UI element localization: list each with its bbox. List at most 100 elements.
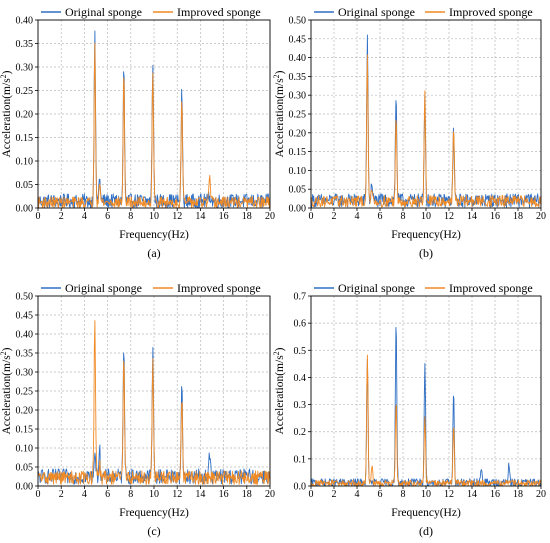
- x-tick-label: 2: [59, 489, 64, 500]
- y-tick-label: 0.4: [294, 373, 307, 384]
- x-tick-label: 10: [421, 489, 431, 500]
- y-tick-label: 0.40: [289, 53, 307, 64]
- x-tick-label: 0: [309, 211, 314, 222]
- plot-frame: [310, 295, 542, 487]
- y-tick-label: 0.35: [16, 349, 34, 360]
- x-tick-label: 14: [195, 489, 205, 500]
- y-tick-label: 0.10: [16, 157, 34, 168]
- y-tick-label: 0.5: [294, 346, 307, 357]
- legend-label-original: Original sponge: [338, 281, 415, 295]
- y-tick-label: 0.15: [289, 147, 307, 158]
- y-tick-label: 0.6: [294, 319, 307, 330]
- x-tick-label: 10: [149, 489, 159, 500]
- x-tick-label: 14: [467, 211, 477, 222]
- y-tick-label: 0.10: [289, 166, 307, 177]
- y-tick-label: 0.15: [16, 425, 34, 436]
- y-tick-label: 0.45: [289, 34, 307, 45]
- y-tick-label: 0.00: [289, 204, 307, 215]
- subfigure-label: (a): [147, 246, 160, 260]
- y-tick-label: 0.3: [294, 400, 307, 411]
- y-tick-label: 0.20: [289, 128, 307, 139]
- y-tick-label: 0.00: [16, 204, 34, 215]
- x-tick-label: 2: [59, 211, 64, 222]
- legend: Original sponge Improved sponge: [314, 5, 533, 19]
- y-tick-label: 0.40: [16, 330, 34, 341]
- series-line-improved: [310, 54, 542, 208]
- x-tick-label: 0: [36, 211, 41, 222]
- y-tick-label: 0.30: [16, 63, 34, 74]
- y-tick-label: 0.7: [294, 292, 307, 303]
- y-tick-label: 0.30: [16, 368, 34, 379]
- legend-label-original: Original sponge: [65, 5, 142, 19]
- x-tick-label: 4: [82, 489, 87, 500]
- x-tick-label: 10: [149, 211, 159, 222]
- legend-label-improved: Improved sponge: [449, 281, 533, 295]
- y-tick-label: 0.50: [289, 16, 307, 27]
- chart-panel-b: 0.00 0.05 0.10 0.15 0.20 0.25 0.30 0.35 0.40 0.45…: [272, 5, 546, 260]
- y-tick-label: 0.05: [16, 180, 34, 191]
- y-tick-label: 0.20: [16, 406, 34, 417]
- y-tick-label: 0.40: [16, 16, 34, 27]
- subfigure-label: (b): [419, 246, 433, 260]
- x-tick-label: 14: [467, 489, 477, 500]
- y-tick-label: 0.15: [16, 133, 34, 144]
- y-tick-label: 0.25: [16, 86, 34, 97]
- x-axis-label: Frequency(Hz): [391, 507, 461, 519]
- y-tick-label: 0.20: [16, 110, 34, 121]
- y-axis-label: Acceleration(m/s2): [272, 347, 286, 434]
- x-tick-label: 14: [195, 211, 205, 222]
- x-tick-label: 12: [444, 211, 454, 222]
- y-tick-label: 0.25: [16, 387, 34, 398]
- x-tick-label: 4: [355, 489, 360, 500]
- legend: Original sponge Improved sponge: [41, 5, 261, 19]
- x-tick-label: 12: [172, 211, 182, 222]
- legend-label-improved: Improved sponge: [177, 5, 261, 19]
- x-tick-label: 12: [172, 489, 182, 500]
- x-tick-label: 2: [332, 211, 337, 222]
- x-tick-label: 20: [265, 489, 275, 500]
- legend-label-improved: Improved sponge: [449, 5, 533, 19]
- plot-frame: [37, 19, 271, 209]
- legend: Original sponge Improved sponge: [41, 281, 261, 295]
- series-line-improved: [37, 42, 271, 208]
- y-axis-label: Acceleration(m/s2): [0, 347, 13, 434]
- y-tick-label: 0.35: [289, 72, 307, 83]
- y-tick-label: 0.05: [16, 463, 34, 474]
- x-tick-label: 6: [378, 489, 383, 500]
- x-tick-label: 10: [421, 211, 431, 222]
- x-tick-label: 4: [82, 211, 87, 222]
- x-tick-label: 16: [219, 489, 229, 500]
- x-tick-label: 6: [105, 489, 110, 500]
- plot-frame: [37, 295, 271, 487]
- legend-label-original: Original sponge: [65, 281, 142, 295]
- x-tick-label: 0: [309, 489, 314, 500]
- x-tick-label: 8: [128, 489, 133, 500]
- subfigure-label: (c): [147, 524, 160, 538]
- x-axis-label: Frequency(Hz): [119, 229, 189, 241]
- y-tick-label: 0.05: [289, 185, 307, 196]
- x-tick-label: 8: [128, 211, 133, 222]
- x-axis-label: Frequency(Hz): [391, 229, 461, 241]
- y-tick-label: 0.50: [16, 292, 34, 303]
- y-tick-label: 0.35: [16, 39, 34, 50]
- x-tick-label: 12: [444, 489, 454, 500]
- legend-label-improved: Improved sponge: [177, 281, 261, 295]
- y-axis-label: Acceleration(m/s2): [0, 70, 13, 157]
- x-tick-label: 4: [355, 211, 360, 222]
- chart-panel-c: 0.00 0.05 0.10 0.15 0.20 0.25 0.30 0.35 0.40 0.45…: [0, 281, 275, 538]
- y-tick-label: 0.2: [294, 427, 307, 438]
- x-tick-label: 16: [490, 211, 500, 222]
- legend: Original sponge Improved sponge: [314, 281, 533, 295]
- plot-frame: [310, 19, 542, 209]
- x-tick-label: 6: [378, 211, 383, 222]
- x-tick-label: 16: [490, 489, 500, 500]
- y-tick-label: 0.0: [294, 482, 307, 493]
- x-tick-label: 18: [242, 211, 252, 222]
- y-axis-label: Acceleration(m/s2): [272, 70, 286, 157]
- x-axis-label: Frequency(Hz): [119, 507, 189, 519]
- y-tick-label: 0.00: [16, 482, 34, 493]
- x-tick-label: 0: [36, 489, 41, 500]
- series-line-improved: [37, 320, 271, 485]
- y-tick-label: 0.45: [16, 311, 34, 322]
